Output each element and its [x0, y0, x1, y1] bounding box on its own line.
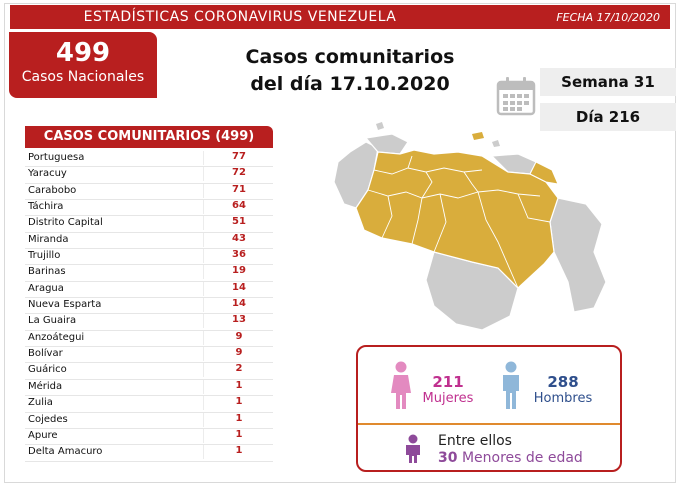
- state-name: La Guaira: [28, 315, 77, 327]
- day-box: Día 216: [540, 103, 676, 131]
- state-name: Cojedes: [28, 413, 68, 425]
- table-row: Delta Amacuro 1: [25, 445, 274, 462]
- state-count: 51: [203, 216, 274, 231]
- state-name: Aragua: [28, 282, 64, 294]
- cases-table: Portuguesa 77 Yaracuy 72 Carabobo 71 Táchir…: [25, 151, 273, 462]
- women-stat: 211 Mujeres: [418, 373, 478, 406]
- child-icon: [406, 434, 420, 463]
- header-title: ESTADÍSTICAS CORONAVIRUS VENEZUELA: [83, 9, 397, 25]
- national-cases-card: 499 Casos Nacionales: [9, 32, 157, 98]
- state-count: 36: [203, 249, 274, 264]
- state-count: 1: [203, 396, 274, 411]
- calendar-icon: [496, 77, 536, 116]
- state-count: 14: [203, 298, 274, 313]
- headline-line1: Casos comunitarios: [245, 46, 455, 68]
- state-count: 2: [203, 363, 274, 378]
- state-name: Distrito Capital: [28, 217, 103, 229]
- gender-panel: 211 Mujeres 288 Hombres Entre ellos 30 M…: [356, 345, 622, 472]
- state-count: 1: [203, 412, 274, 427]
- state-name: Bolívar: [28, 348, 63, 360]
- header-bar: ESTADÍSTICAS CORONAVIRUS VENEZUELA FECHA…: [10, 5, 670, 29]
- state-name: Portuguesa: [28, 152, 85, 163]
- minors-label: Menores de edad: [461, 450, 583, 466]
- men-stat: 288 Hombres: [528, 373, 598, 406]
- state-name: Yaracuy: [28, 168, 67, 180]
- table-row: Carabobo 71: [25, 183, 274, 201]
- state-name: Carabobo: [28, 184, 77, 196]
- table-row: Trujillo 36: [25, 249, 274, 266]
- table-row: Yaracuy 72: [25, 167, 274, 184]
- state-count: 19: [203, 265, 274, 280]
- week-box: Semana 31: [540, 68, 676, 96]
- woman-icon: [391, 361, 411, 409]
- table-row: Anzoátegui 9: [25, 330, 274, 348]
- national-cases-count: 499: [55, 38, 111, 68]
- state-count: 64: [203, 200, 274, 215]
- state-count: 9: [203, 347, 274, 362]
- state-count: 71: [203, 183, 274, 198]
- map-region-delta: [529, 161, 559, 185]
- table-row: Distrito Capital 51: [25, 216, 274, 233]
- table-row: Barinas 19: [25, 265, 274, 282]
- minors-count: 30: [438, 450, 458, 466]
- state-count: 1: [203, 379, 274, 394]
- table-title: CASOS COMUNITARIOS (499): [25, 126, 273, 148]
- table-row: La Guaira 13: [25, 314, 274, 331]
- table-row: Zulia 1: [25, 396, 274, 413]
- minors-stat: Entre ellos 30 Menores de edad: [438, 433, 583, 467]
- men-count: 288: [547, 373, 579, 391]
- women-label: Mujeres: [422, 391, 474, 406]
- state-count: 1: [203, 445, 274, 460]
- state-name: Miranda: [28, 233, 69, 245]
- state-name: Barinas: [28, 266, 66, 278]
- map-region-falcon-north: [364, 133, 409, 155]
- state-name: Anzoátegui: [28, 331, 85, 343]
- table-row: Miranda 43: [25, 232, 274, 250]
- state-count: 9: [203, 330, 274, 345]
- state-name: Delta Amacuro: [28, 446, 103, 458]
- table-row: Nueva Esparta 14: [25, 298, 274, 315]
- table-row: Portuguesa 77: [25, 151, 274, 168]
- venezuela-map: [333, 122, 607, 331]
- state-name: Apure: [28, 429, 58, 441]
- national-cases-label: Casos Nacionales: [21, 69, 145, 85]
- state-name: Zulia: [28, 397, 53, 409]
- state-count: 72: [203, 167, 274, 182]
- headline: Casos comunitarios del día 17.10.2020: [220, 44, 480, 98]
- state-name: Nueva Esparta: [28, 299, 102, 311]
- minors-prefix: Entre ellos: [438, 433, 512, 449]
- state-count: 14: [203, 281, 274, 296]
- state-name: Táchira: [28, 201, 64, 213]
- men-label: Hombres: [533, 391, 593, 406]
- header-date: FECHA 17/10/2020: [556, 11, 660, 24]
- state-name: Trujillo: [28, 250, 61, 262]
- table-row: Bolívar 9: [25, 347, 274, 364]
- panel-divider: [358, 423, 620, 425]
- state-name: Mérida: [28, 380, 63, 392]
- state-count: 13: [203, 314, 274, 329]
- table-row: Aragua 14: [25, 281, 274, 299]
- map-region-affected: [355, 149, 559, 289]
- table-row: Táchira 64: [25, 200, 274, 217]
- table-row: Cojedes 1: [25, 412, 274, 429]
- man-icon: [503, 361, 519, 409]
- table-row: Mérida 1: [25, 379, 274, 397]
- women-count: 211: [432, 373, 464, 391]
- table-row: Apure 1: [25, 428, 274, 446]
- table-row: Guárico 2: [25, 363, 274, 380]
- state-count: 77: [203, 151, 274, 165]
- map-region-nueva-esparta: [472, 132, 484, 140]
- map-region-guayana-esequiba: [549, 197, 607, 313]
- state-name: Guárico: [28, 364, 67, 376]
- headline-line2: del día 17.10.2020: [250, 73, 450, 95]
- state-count: 1: [203, 428, 274, 443]
- state-count: 43: [203, 232, 274, 247]
